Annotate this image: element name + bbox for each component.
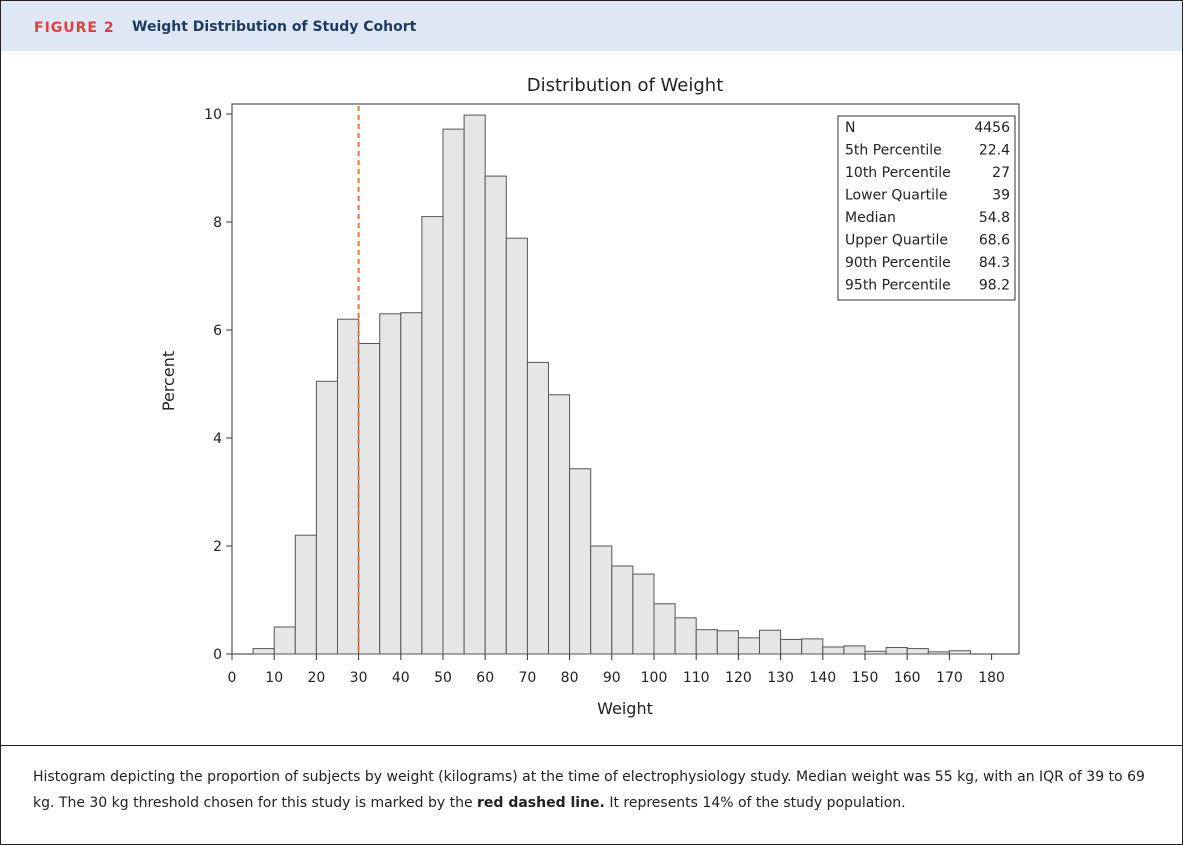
histogram-bar xyxy=(505,237,528,655)
x-tick-label: 160 xyxy=(894,670,921,686)
stats-label: 5th Percentile xyxy=(845,143,942,159)
x-tick-label: 150 xyxy=(852,670,879,686)
histogram-bar xyxy=(885,647,908,655)
histogram-bar xyxy=(759,629,782,655)
histogram-bar xyxy=(463,114,486,655)
histogram-bar xyxy=(337,318,360,655)
histogram-bar xyxy=(801,638,824,655)
histogram-bar xyxy=(906,648,929,655)
x-tick-label: 50 xyxy=(434,670,452,686)
stats-value: 4456 xyxy=(974,120,1010,136)
x-tick-label: 110 xyxy=(683,670,710,686)
x-tick-label: 100 xyxy=(641,670,668,686)
x-tick-label: 70 xyxy=(518,670,536,686)
x-tick-label: 30 xyxy=(350,670,368,686)
caption-bold: red dashed line. xyxy=(477,795,605,811)
y-axis-label: Percent xyxy=(159,351,178,411)
y-tick-label: 6 xyxy=(213,323,222,339)
stats-value: 84.3 xyxy=(979,255,1010,271)
histogram-bar xyxy=(590,545,613,655)
caption-divider xyxy=(0,745,1183,746)
histogram-bar xyxy=(358,343,381,655)
caption-text-1: Histogram depicting the proportion of su… xyxy=(33,769,1145,811)
histogram-bar xyxy=(927,651,950,655)
histogram-bar xyxy=(653,603,676,655)
x-tick-label: 20 xyxy=(307,670,325,686)
x-tick-label: 80 xyxy=(561,670,579,686)
histogram-bar xyxy=(400,312,423,655)
stats-label: N xyxy=(845,120,855,136)
stats-label: 95th Percentile xyxy=(845,278,951,294)
stats-value: 22.4 xyxy=(979,143,1010,159)
x-tick-label: 10 xyxy=(265,670,283,686)
histogram-bar xyxy=(442,128,465,655)
histogram-bar xyxy=(948,650,972,655)
histogram-bar xyxy=(315,380,338,655)
x-tick-label: 140 xyxy=(809,670,836,686)
histogram-bar xyxy=(526,361,550,655)
y-tick-label: 0 xyxy=(213,647,222,663)
histogram-bar xyxy=(737,637,761,655)
stats-label: Median xyxy=(845,210,896,226)
histogram-bar xyxy=(569,468,592,655)
histogram-bar xyxy=(864,650,887,655)
histogram-bar xyxy=(273,626,296,655)
histogram-bar xyxy=(611,565,634,655)
stats-value: 68.6 xyxy=(979,233,1010,249)
stats-label: 10th Percentile xyxy=(845,165,951,181)
figure-label: FIGURE 2 xyxy=(34,20,115,36)
histogram-bar xyxy=(294,534,317,655)
stats-value: 54.8 xyxy=(979,210,1010,226)
stats-label: Lower Quartile xyxy=(845,188,948,204)
figure-title: Weight Distribution of Study Cohort xyxy=(132,19,417,35)
histogram-bar xyxy=(716,630,739,655)
stats-label: Upper Quartile xyxy=(845,233,948,249)
histogram-bar xyxy=(632,573,655,655)
y-tick-label: 4 xyxy=(213,431,222,447)
x-tick-label: 130 xyxy=(767,670,794,686)
figure-caption: Histogram depicting the proportion of su… xyxy=(33,764,1163,816)
x-tick-label: 90 xyxy=(603,670,621,686)
caption-text-2: It represents 14% of the study populatio… xyxy=(604,795,906,811)
histogram-bar xyxy=(421,216,444,655)
histogram-bar xyxy=(379,313,402,655)
x-tick-label: 170 xyxy=(936,670,963,686)
stats-table xyxy=(837,115,1016,301)
x-tick-label: 60 xyxy=(476,670,494,686)
stats-label: 90th Percentile xyxy=(845,255,951,271)
x-tick-label: 180 xyxy=(978,670,1005,686)
histogram-bar xyxy=(484,175,507,655)
x-axis-label: Weight xyxy=(597,699,653,718)
histogram-bar xyxy=(695,629,718,655)
x-tick-label: 40 xyxy=(392,670,410,686)
stats-value: 27 xyxy=(992,165,1010,181)
histogram-bar xyxy=(548,394,571,655)
x-tick-label: 120 xyxy=(725,670,752,686)
histogram-bar xyxy=(252,648,275,655)
figure-header: FIGURE 2 Weight Distribution of Study Co… xyxy=(1,1,1182,51)
histogram-bar xyxy=(843,645,866,655)
histogram-bar xyxy=(822,646,845,655)
chart-title: Distribution of Weight xyxy=(527,75,724,96)
y-tick-label: 2 xyxy=(213,539,222,555)
histogram-bar xyxy=(780,638,803,655)
y-tick-label: 10 xyxy=(204,107,222,123)
histogram-bar xyxy=(674,617,697,655)
stats-value: 98.2 xyxy=(979,278,1010,294)
stats-value: 39 xyxy=(992,188,1010,204)
x-tick-label: 0 xyxy=(228,670,237,686)
y-tick-label: 8 xyxy=(213,215,222,231)
